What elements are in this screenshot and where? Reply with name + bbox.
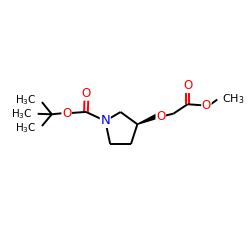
Text: O: O: [62, 106, 71, 120]
Text: O: O: [82, 87, 91, 100]
Text: O: O: [183, 79, 192, 92]
Text: H$_3$C: H$_3$C: [15, 93, 37, 107]
Text: CH$_3$: CH$_3$: [222, 92, 245, 106]
Polygon shape: [138, 114, 158, 124]
Text: H$_3$C: H$_3$C: [15, 121, 37, 135]
Text: N: N: [100, 114, 110, 128]
Text: O: O: [156, 110, 165, 122]
Text: H$_3$C: H$_3$C: [11, 107, 32, 121]
Text: O: O: [202, 99, 211, 112]
